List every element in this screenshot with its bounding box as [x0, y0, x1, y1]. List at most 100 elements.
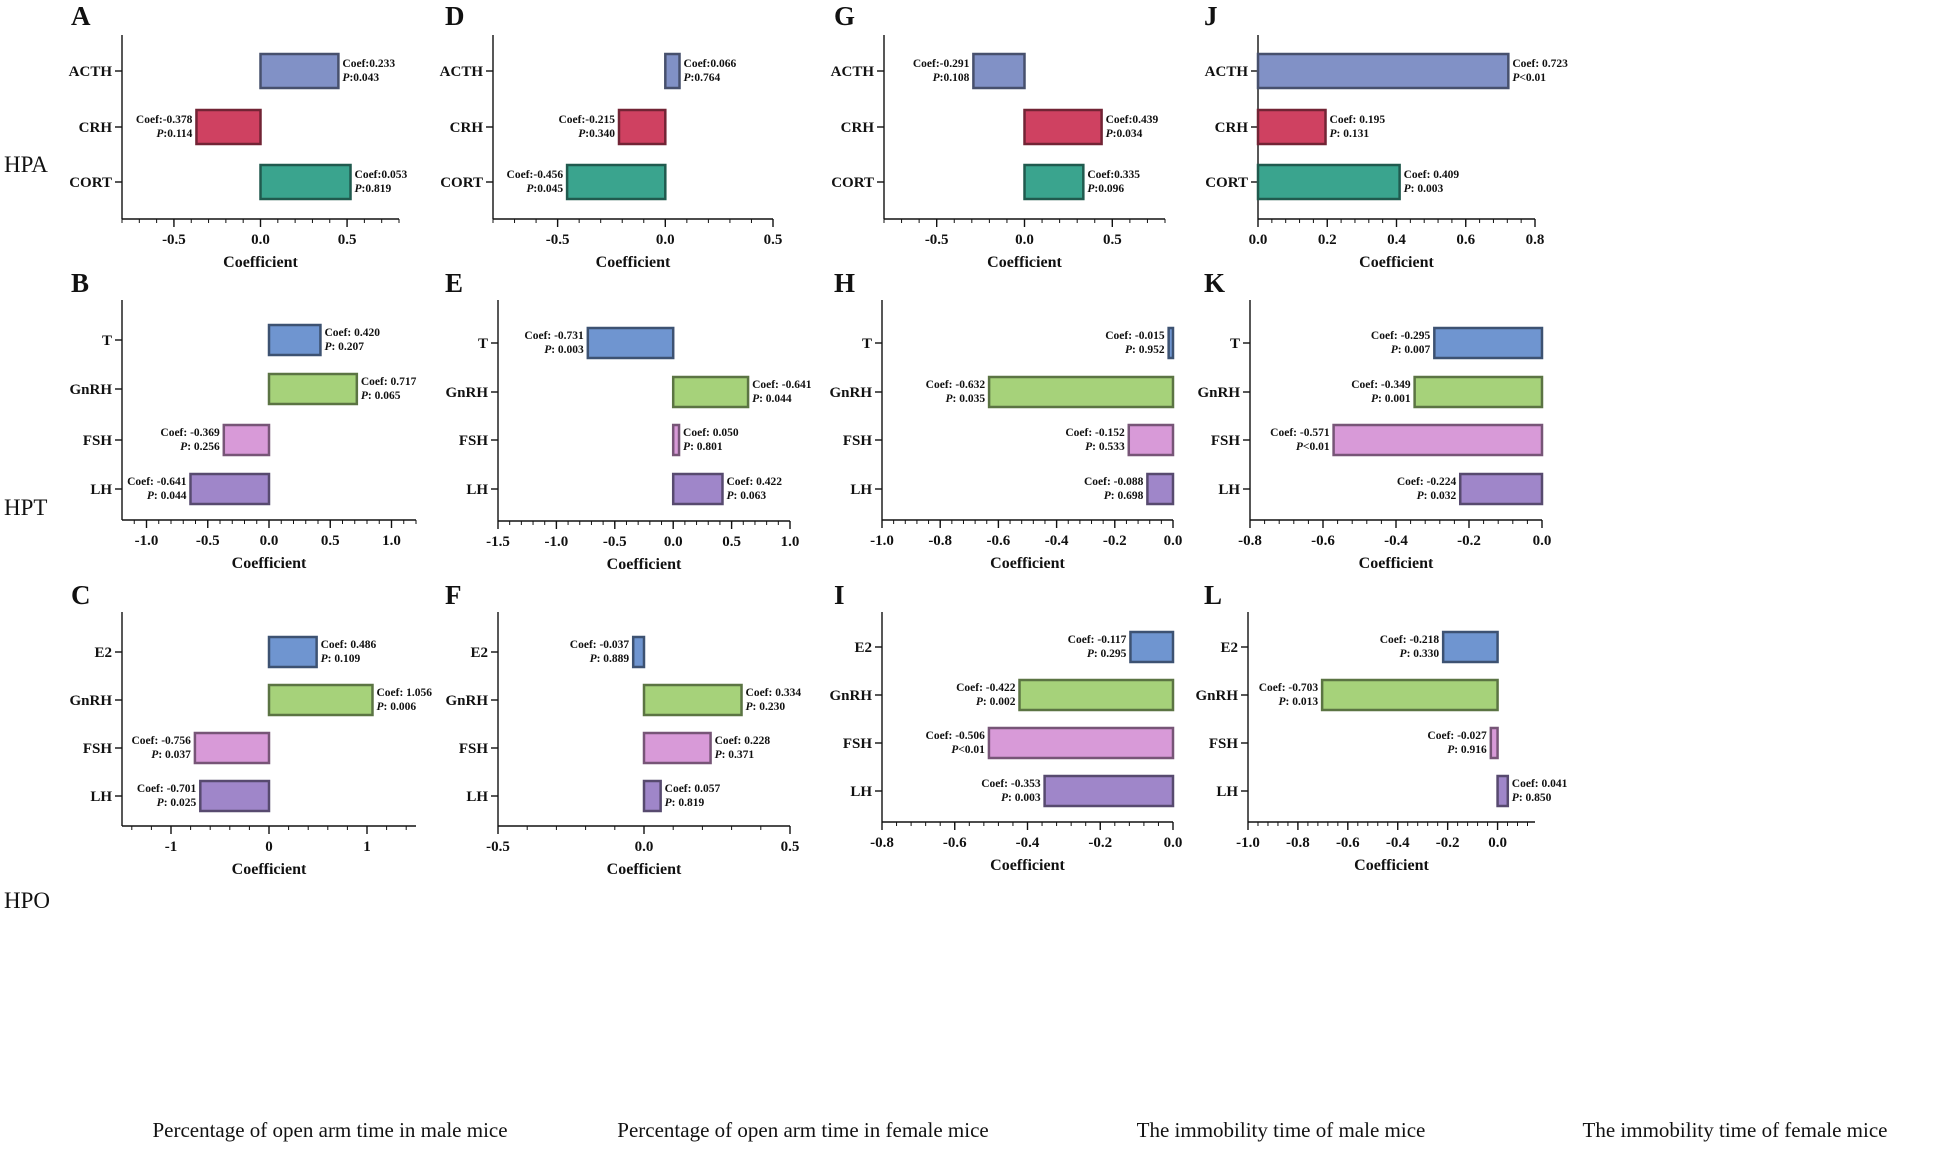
coef-label: Coef: -0.353: [981, 778, 1041, 790]
coef-label: Coef: 0.723: [1512, 58, 1568, 70]
panel-letter: C: [71, 580, 91, 610]
coef-label: Coef: 0.041: [1512, 778, 1568, 790]
category-label: T: [1230, 336, 1240, 352]
row-label-hpa: HPA: [4, 152, 48, 177]
p-value-label: P: 0.063: [726, 490, 766, 502]
x-tick-label: 1.0: [382, 533, 401, 549]
panel-F: F -0.5 0.0 0.5 Coefficient E2 Coef: -0.037 P: 0…: [445, 580, 801, 878]
p-value-label: P: 0.003: [1404, 183, 1444, 195]
panel-K: K -0.8 -0.6 -0.4 -0.2 0.0 Coefficient T Coef: -0…: [1197, 268, 1551, 572]
p-value-label: P: 0.330: [1400, 648, 1440, 660]
x-axis-label: Coefficient: [1359, 555, 1434, 572]
coef-label: Coef:-0.456: [507, 169, 564, 181]
coef-label: Coef: 1.056: [376, 687, 432, 699]
category-label: T: [102, 333, 112, 349]
bar-fsh: [987, 726, 1175, 760]
p-value-label: P: 0.002: [976, 696, 1016, 708]
p-value-label: P: 0.032: [1417, 490, 1457, 502]
coef-label: Coef: -0.571: [1270, 427, 1330, 439]
x-tick-label: 0.5: [764, 232, 783, 248]
caption-col-4: The immobility time of female mice: [1582, 1118, 1888, 1142]
category-label: GnRH: [69, 382, 112, 398]
x-tick-label: -0.5: [603, 534, 627, 550]
bar-fsh: [642, 731, 712, 765]
category-label: T: [862, 336, 872, 352]
coef-label: Coef: -0.506: [926, 730, 986, 742]
p-value-label: P: 0.037: [151, 749, 191, 761]
panel-A: A -0.5 0.0 0.5 Coefficient ACTH Coef:0.233 P:0.…: [69, 1, 408, 271]
p-value-label: P: 0.698: [1104, 490, 1144, 502]
panel-letter: G: [834, 1, 855, 31]
category-label: FSH: [83, 433, 113, 449]
caption-col-3: The immobility time of male mice: [1136, 1118, 1426, 1142]
p-value-label: P: 0.801: [683, 441, 723, 453]
coef-label: Coef:0.066: [684, 58, 737, 70]
x-tick-label: -0.4: [1384, 533, 1408, 549]
category-label: ACTH: [440, 64, 484, 80]
panel-letter: H: [834, 268, 855, 298]
x-axis-label: Coefficient: [232, 555, 307, 572]
bar-lh: [189, 472, 271, 506]
category-label: FSH: [1209, 736, 1239, 752]
coef-label: Coef: -0.117: [1068, 634, 1127, 646]
category-label: LH: [466, 482, 488, 498]
category-label: CORT: [1205, 175, 1248, 191]
x-tick-label: 0.0: [1533, 533, 1552, 549]
p-value-label: P:0.114: [156, 128, 192, 140]
x-tick-label: 0.0: [664, 534, 683, 550]
p-value-label: P: 0.230: [746, 701, 786, 713]
category-label: GnRH: [829, 688, 872, 704]
category-label: LH: [850, 784, 872, 800]
bar-gnrh: [671, 375, 750, 409]
panel-letter: E: [445, 268, 463, 298]
x-tick-label: -1.0: [545, 534, 569, 550]
bar-crh: [1256, 108, 1327, 146]
bar-gnrh: [1018, 678, 1175, 712]
bar-fsh: [193, 731, 271, 765]
coef-label: Coef:0.335: [1087, 169, 1140, 181]
x-tick-label: 0.5: [722, 534, 741, 550]
x-axis-label: Coefficient: [990, 857, 1065, 874]
coef-label: Coef:0.053: [355, 169, 408, 181]
bar-gnrh: [642, 683, 743, 717]
bar-acth: [972, 52, 1026, 90]
coef-label: Coef: -0.703: [1259, 682, 1319, 694]
x-tick-label: -0.2: [1088, 835, 1112, 851]
p-value-label: P<0.01: [1512, 72, 1546, 84]
x-tick-label: 0.0: [1249, 232, 1268, 248]
bar-lh: [642, 779, 662, 813]
bar-t: [1167, 326, 1175, 360]
coef-label: Coef: 0.050: [683, 427, 739, 439]
coef-label: Coef: 0.195: [1330, 114, 1386, 126]
bar-e2: [631, 635, 646, 669]
p-value-label: P: 0.006: [376, 701, 416, 713]
bar-gnrh: [267, 372, 359, 406]
p-value-label: P: 0.013: [1278, 696, 1318, 708]
category-label: CRH: [1215, 120, 1249, 136]
category-label: CRH: [841, 120, 875, 136]
p-value-label: P:0.034: [1106, 128, 1143, 140]
panel-letter: J: [1204, 1, 1218, 31]
category-label: CORT: [831, 175, 874, 191]
coef-label: Coef: -0.295: [1371, 330, 1431, 342]
category-label: FSH: [843, 433, 873, 449]
coef-label: Coef: 0.717: [361, 376, 417, 388]
x-tick-label: -0.4: [1045, 533, 1069, 549]
p-value-label: P: 0.001: [1371, 393, 1411, 405]
panel-letter: D: [445, 1, 465, 31]
x-tick-label: -0.2: [1436, 835, 1460, 851]
category-label: CORT: [440, 175, 483, 191]
category-label: LH: [1216, 784, 1238, 800]
coef-label: Coef: -0.641: [127, 476, 187, 488]
coef-label: Coef: -0.641: [752, 379, 812, 391]
p-value-label: P: 0.256: [180, 441, 220, 453]
x-axis-label: Coefficient: [607, 556, 682, 573]
x-axis-label: Coefficient: [223, 254, 298, 271]
panel-D: D -0.5 0.0 0.5 Coefficient ACTH Coef:0.066 P:0.…: [440, 1, 783, 271]
p-value-label: P:0.340: [578, 128, 615, 140]
p-value-label: P: 0.819: [665, 797, 705, 809]
category-label: LH: [90, 482, 112, 498]
bar-lh: [199, 779, 271, 813]
p-value-label: P: 0.295: [1087, 648, 1127, 660]
category-label: GnRH: [445, 693, 488, 709]
